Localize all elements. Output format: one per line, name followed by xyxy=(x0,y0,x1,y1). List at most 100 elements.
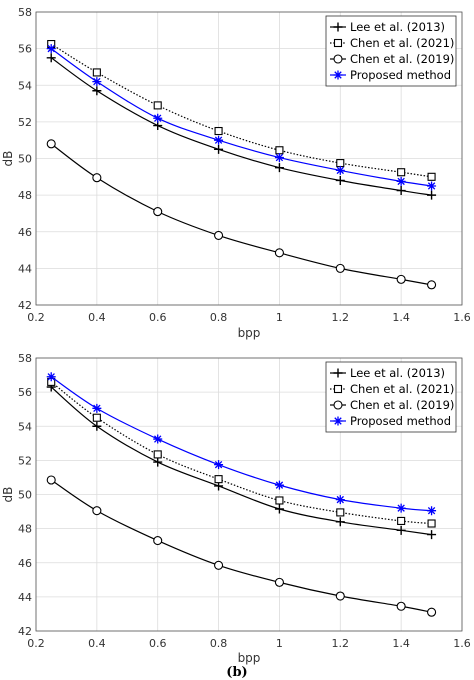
data-point xyxy=(214,126,223,136)
series-line xyxy=(50,386,432,536)
data-point xyxy=(274,163,284,173)
data-point xyxy=(153,101,162,110)
data-point xyxy=(427,172,436,181)
data-point xyxy=(427,280,437,290)
data-point xyxy=(153,450,162,459)
data-point xyxy=(92,506,102,516)
data-point xyxy=(214,135,224,145)
legend-label: Lee et al. (2013) xyxy=(350,366,445,380)
data-point xyxy=(153,207,163,217)
data-point xyxy=(396,525,406,535)
data-point xyxy=(92,77,102,87)
series-lee-et-al-2013 xyxy=(46,382,437,540)
data-point xyxy=(92,413,101,422)
x-tick-label: 1.6 xyxy=(453,637,471,650)
data-point xyxy=(92,421,102,431)
y-tick-label: 48 xyxy=(18,189,32,202)
data-point xyxy=(153,536,163,546)
data-point xyxy=(335,165,345,175)
data-point xyxy=(336,508,345,517)
series-line xyxy=(50,143,432,286)
x-axis-label: bpp xyxy=(238,651,261,665)
data-point xyxy=(274,577,284,587)
legend: Lee et al. (2013) Chen et al. (2021) Chen … xyxy=(325,361,457,433)
legend-marker xyxy=(333,54,343,64)
x-tick-label: 1.4 xyxy=(392,637,410,650)
y-tick-label: 46 xyxy=(18,226,32,239)
series-proposed-method xyxy=(46,44,437,191)
data-point xyxy=(335,495,345,505)
legend-marker xyxy=(333,38,343,48)
chart-a: 0.2 0.4 0.6 0.8 1 1.2 1.4 1.6 42 44 46 48 50 52 54 56 58… xyxy=(1,6,471,376)
y-tick-label: 54 xyxy=(18,420,32,433)
data-point xyxy=(92,86,102,96)
data-point xyxy=(427,519,436,528)
data-point xyxy=(335,517,345,527)
data-point xyxy=(427,530,437,540)
data-point xyxy=(92,403,102,413)
data-point xyxy=(92,68,101,77)
data-point xyxy=(214,560,224,570)
data-point xyxy=(427,181,437,191)
series-chen-et-al-2019 xyxy=(46,139,437,290)
x-tick-label: 0.2 xyxy=(27,311,45,324)
legend-marker xyxy=(333,400,343,410)
x-tick-label: 0.6 xyxy=(149,637,167,650)
legend-box xyxy=(325,361,457,433)
data-point xyxy=(335,591,345,601)
axes-box xyxy=(35,357,463,632)
data-point xyxy=(153,113,163,123)
legend-label: Chen et al. (2019) xyxy=(350,398,454,412)
legend-marker xyxy=(333,22,343,32)
legend-marker xyxy=(333,70,343,80)
legend: Lee et al. (2013) Chen et al. (2021) Chen … xyxy=(325,15,457,87)
data-point xyxy=(214,144,224,154)
series-line xyxy=(50,479,432,613)
data-point xyxy=(275,146,284,155)
series-lee-et-al-2013 xyxy=(46,53,437,200)
x-tick-label: 1.6 xyxy=(453,311,471,324)
y-tick-label: 56 xyxy=(18,43,32,56)
data-point xyxy=(274,248,284,258)
figure-caption: (b) xyxy=(226,665,247,680)
x-tick-label: 1.2 xyxy=(332,637,350,650)
y-tick-label: 42 xyxy=(18,299,32,312)
data-point xyxy=(396,186,406,196)
y-tick-label: 50 xyxy=(18,153,32,166)
axes-box xyxy=(35,11,463,306)
y-tick-label: 54 xyxy=(18,79,32,92)
data-point xyxy=(427,506,437,516)
y-tick-label: 48 xyxy=(18,523,32,536)
legend-label: Proposed method xyxy=(350,414,451,428)
data-point xyxy=(46,44,56,54)
legend-marker xyxy=(333,384,343,394)
data-point xyxy=(274,480,284,490)
series-line xyxy=(50,381,432,525)
data-point xyxy=(46,475,56,485)
x-axis-label: bpp xyxy=(238,326,261,340)
y-tick-label: 44 xyxy=(18,591,32,604)
series-line xyxy=(50,48,432,187)
data-point xyxy=(153,434,163,444)
data-point xyxy=(396,503,406,513)
data-point xyxy=(46,53,56,63)
legend-marker xyxy=(333,368,343,378)
series-chen-et-al-2021 xyxy=(47,377,436,528)
x-tick-label: 1 xyxy=(276,311,283,324)
y-tick-label: 42 xyxy=(18,625,32,638)
data-point xyxy=(427,190,437,200)
x-tick-label: 0.4 xyxy=(88,637,106,650)
y-tick-label: 50 xyxy=(18,489,32,502)
legend-label: Chen et al. (2019) xyxy=(350,52,454,66)
data-point xyxy=(46,372,56,382)
legend-label: Lee et al. (2013) xyxy=(350,20,445,34)
y-tick-label: 58 xyxy=(18,352,32,365)
x-tick-label: 1 xyxy=(276,637,283,650)
legend-label: Chen et al. (2021) xyxy=(350,36,454,50)
y-tick-label: 52 xyxy=(18,116,32,129)
x-tick-label: 0.4 xyxy=(88,311,106,324)
data-point xyxy=(336,159,345,168)
series-proposed-method xyxy=(46,372,437,516)
series-line xyxy=(50,57,432,196)
y-axis-label: dB xyxy=(1,151,15,167)
